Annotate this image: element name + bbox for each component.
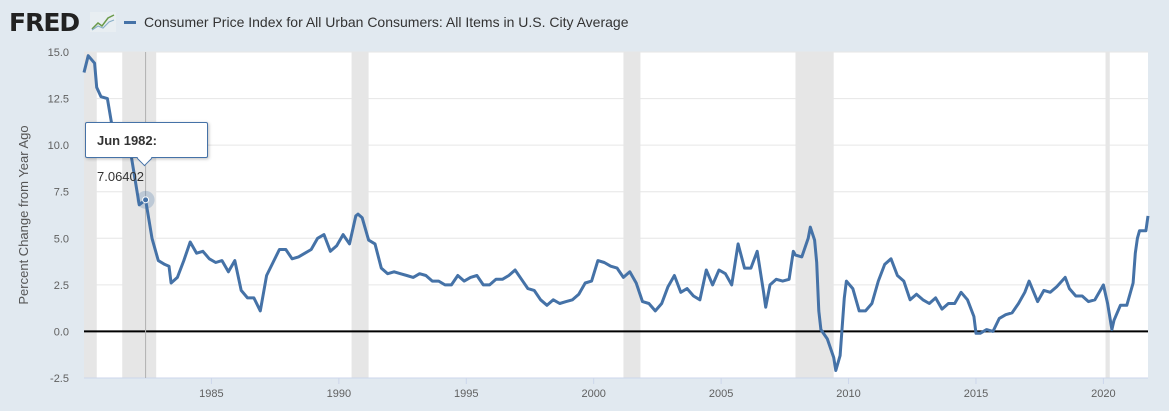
x-tick-label: 2015: [964, 388, 988, 400]
fred-logo[interactable]: FRED: [9, 8, 80, 37]
y-tick-label: 15.0: [48, 47, 69, 59]
tooltip: Jun 1982: 7.06402: [85, 122, 208, 184]
x-tick-label: 2005: [709, 388, 733, 400]
x-tick-label: 1985: [199, 388, 223, 400]
recession-band: [84, 52, 97, 378]
y-tick-label: 2.5: [54, 280, 69, 292]
x-tick-label: 1990: [327, 388, 351, 400]
x-tick-label: 1995: [454, 388, 478, 400]
x-tick-label: 2010: [836, 388, 860, 400]
y-tick-label: 10.0: [48, 140, 69, 152]
legend-series-label: Consumer Price Index for All Urban Consu…: [144, 14, 629, 30]
y-tick-label: 0.0: [54, 326, 69, 338]
y-tick-label: -2.5: [50, 373, 69, 385]
grid-lines: [84, 51, 1148, 379]
plot-background: [84, 52, 1148, 378]
legend[interactable]: Consumer Price Index for All Urban Consu…: [124, 14, 629, 30]
tooltip-date: Jun 1982:: [97, 133, 157, 148]
recession-band: [1105, 52, 1110, 378]
y-tick-label: 12.5: [48, 94, 69, 106]
recession-band: [623, 52, 641, 378]
tooltip-value: 7.06402: [97, 169, 144, 184]
logo-graph-icon: [90, 12, 116, 32]
x-axis-labels: 1985 1990 1995 2000 2005 2010 2015 2020: [199, 378, 1116, 400]
y-axis-title: Percent Change from Year Ago: [16, 125, 31, 304]
highlight-point[interactable]: [142, 196, 150, 204]
series-line[interactable]: [82, 54, 1150, 372]
x-tick-label: 2000: [581, 388, 605, 400]
y-tick-label: 5.0: [54, 233, 69, 245]
legend-swatch: [124, 20, 136, 24]
chart-header: FRED Consumer Price Index for All Urban …: [0, 0, 1169, 46]
x-tick-label: 2020: [1091, 388, 1115, 400]
y-tick-label: 7.5: [54, 187, 69, 199]
y-axis-labels: -2.5 0.0 2.5 5.0 7.5 10.0 12.5 15.0: [48, 47, 69, 385]
recession-band: [795, 52, 834, 378]
recession-band: [122, 52, 157, 378]
